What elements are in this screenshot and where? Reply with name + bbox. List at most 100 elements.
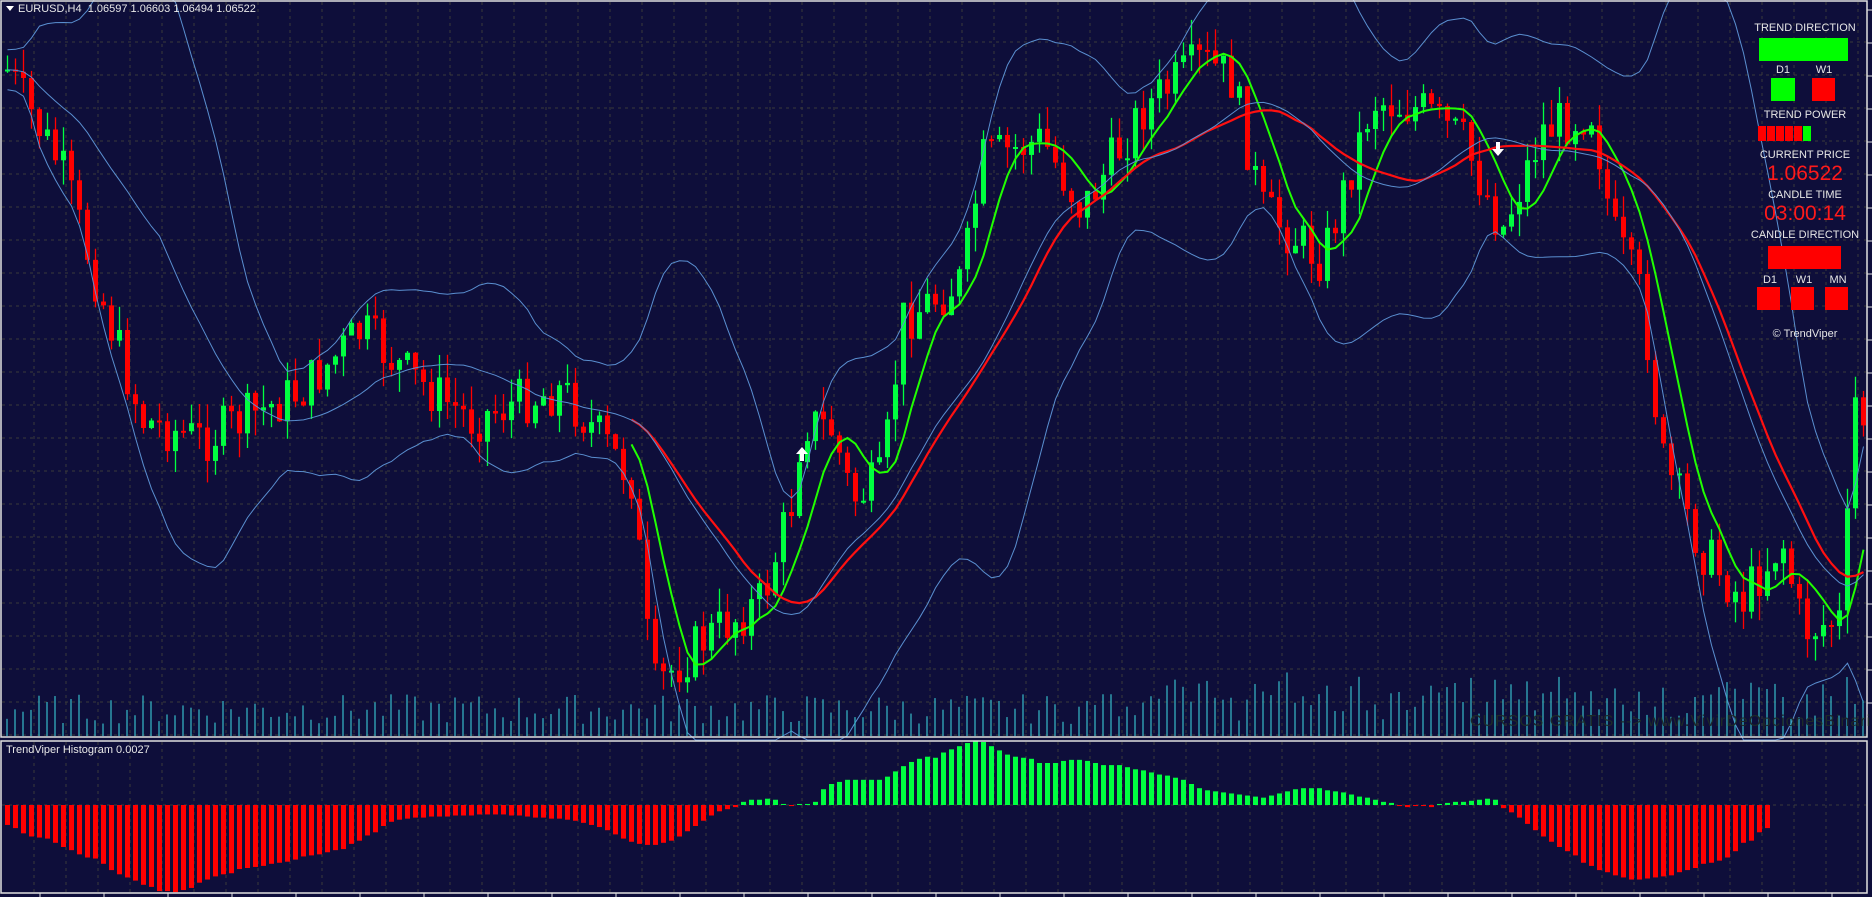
histogram-bar <box>461 805 466 816</box>
candlestick <box>1469 121 1474 161</box>
candlestick <box>437 377 442 412</box>
histogram-bar <box>325 805 330 853</box>
candlestick <box>557 385 562 416</box>
candlestick <box>205 427 210 461</box>
candlestick <box>1157 79 1162 99</box>
ohlc-values: 1.06597 1.06603 1.06494 1.06522 <box>87 3 256 15</box>
candlestick <box>1653 360 1658 418</box>
histogram-bar <box>1749 805 1754 841</box>
candlestick <box>69 150 74 181</box>
candlestick <box>1093 190 1098 200</box>
histogram-bar <box>1165 775 1170 805</box>
candlestick <box>1501 226 1506 235</box>
histogram-bar <box>405 805 410 819</box>
histogram-bar <box>237 805 242 870</box>
histogram-bar <box>837 781 842 805</box>
candlestick <box>1493 196 1498 235</box>
candlestick <box>453 402 458 406</box>
histogram-bar <box>1069 759 1074 805</box>
candlestick <box>245 392 250 434</box>
histogram-bar <box>309 805 314 856</box>
histogram-bar <box>565 805 570 820</box>
histogram-bar <box>629 805 634 842</box>
trend-power-segment <box>1776 126 1784 141</box>
candlestick <box>1357 132 1362 190</box>
candlestick <box>1813 636 1818 640</box>
candlestick <box>85 209 90 260</box>
candlestick <box>1637 249 1642 274</box>
histogram-bar <box>37 805 42 838</box>
candlestick <box>1861 397 1866 426</box>
candlestick <box>1261 166 1266 192</box>
histogram-bar <box>509 805 514 816</box>
histogram-bar <box>1141 770 1146 805</box>
candlestick <box>109 305 114 341</box>
histogram-bar <box>5 805 10 825</box>
histogram-bar <box>1037 763 1042 805</box>
histogram-bar <box>357 805 362 841</box>
candlestick <box>805 441 810 463</box>
candlestick <box>685 677 690 683</box>
candlestick <box>1245 86 1250 170</box>
candlestick <box>365 315 370 340</box>
candlestick <box>1021 147 1026 155</box>
histogram-bar <box>125 805 130 878</box>
candlestick <box>1629 237 1634 250</box>
dropdown-triangle-icon[interactable] <box>6 6 14 11</box>
histogram-bar <box>1669 805 1674 876</box>
candlestick <box>1685 473 1690 510</box>
histogram-bar <box>1109 765 1114 805</box>
candlestick <box>757 583 762 600</box>
candlestick <box>765 583 770 596</box>
histogram-bar <box>261 805 266 866</box>
candle-direction-indicator <box>1768 246 1841 269</box>
candlestick <box>909 302 914 339</box>
histogram-bar <box>253 805 258 867</box>
cd-tf2-label: W1 <box>1795 274 1813 286</box>
histogram-bar <box>653 805 658 845</box>
histogram-bar <box>349 805 354 844</box>
histogram-bar <box>1301 788 1306 805</box>
candlestick <box>1013 147 1018 150</box>
watermark-text: CURSOS GRATIS --> www.VivirDeOpcionesBin… <box>1470 713 1872 730</box>
cd-tf1-indicator <box>1757 287 1780 310</box>
trend-power-label: TREND POWER <box>1763 109 1847 121</box>
histogram-bar <box>69 805 74 851</box>
trend-power-segment <box>1785 126 1793 141</box>
histogram-bar <box>789 805 794 807</box>
candlestick <box>1789 548 1794 584</box>
histogram-bar <box>229 805 234 874</box>
candlestick <box>261 407 266 411</box>
candlestick <box>1141 108 1146 130</box>
candlestick <box>1613 198 1618 217</box>
histogram-bar <box>1205 790 1210 805</box>
candlestick <box>509 401 514 421</box>
histogram-bar <box>965 743 970 805</box>
histogram-bar <box>797 803 802 805</box>
candlestick <box>1829 625 1834 628</box>
candlestick <box>533 405 538 424</box>
candlestick <box>781 512 786 563</box>
candlestick <box>1541 124 1546 161</box>
histogram-bar <box>493 805 498 815</box>
candlestick <box>1301 225 1306 246</box>
candlestick <box>1445 106 1450 121</box>
histogram-bar <box>1493 799 1498 805</box>
histogram-bar <box>1381 801 1386 805</box>
histogram-bar <box>1229 793 1234 805</box>
candlestick <box>301 401 306 406</box>
histogram-bar <box>53 805 58 843</box>
candlestick <box>813 411 818 442</box>
candlestick <box>1133 108 1138 159</box>
histogram-bar <box>949 749 954 805</box>
histogram-bar <box>757 799 762 805</box>
candlestick <box>1253 166 1258 170</box>
histogram-bar <box>1021 757 1026 805</box>
candlestick <box>1573 131 1578 145</box>
histogram-bar <box>429 805 434 817</box>
histogram-bar <box>1541 805 1546 837</box>
candlestick <box>325 364 330 390</box>
histogram-bar <box>1701 805 1706 864</box>
